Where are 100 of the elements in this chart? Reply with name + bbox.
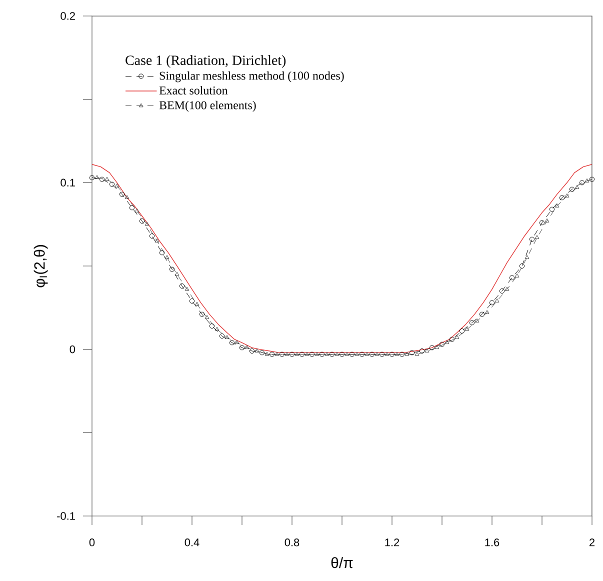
point: [94, 175, 100, 180]
point: [454, 335, 460, 340]
point: [274, 352, 280, 356]
point: [509, 275, 515, 280]
point: [514, 273, 520, 278]
point: [104, 176, 110, 181]
point: [474, 318, 480, 322]
point: [239, 345, 245, 350]
point: [229, 340, 235, 346]
x-tick-label: 0.8: [284, 538, 300, 546]
point: [344, 352, 350, 356]
point: [559, 195, 565, 200]
x-tick-label: 1.2: [385, 538, 400, 546]
point: [449, 336, 455, 342]
point: [384, 352, 390, 356]
point: [409, 350, 415, 356]
point: [184, 286, 190, 291]
point: [219, 333, 225, 339]
point: [444, 340, 450, 344]
point: [479, 312, 485, 317]
y-tick-label: 0.2: [60, 12, 75, 20]
point: [319, 352, 325, 357]
point: [209, 323, 215, 329]
point: [554, 203, 560, 208]
point: [504, 286, 510, 291]
point: [334, 352, 340, 356]
legend-label: Singular meshless method (100 nodes): [160, 71, 344, 82]
point: [284, 352, 290, 356]
point: [324, 352, 330, 356]
point: [369, 352, 375, 357]
legend-title: Case 1 (Radiation, Dirichlet): [126, 55, 286, 68]
point: [534, 235, 540, 240]
point: [114, 183, 120, 188]
point: [264, 352, 270, 356]
point: [194, 302, 200, 306]
point: [424, 348, 430, 352]
y-tick-label: 0.1: [60, 178, 75, 187]
point: [129, 205, 135, 210]
x-tick-label: 0: [89, 538, 95, 546]
point: [489, 300, 495, 306]
point: [169, 266, 175, 272]
point: [349, 352, 355, 357]
point: [579, 180, 585, 186]
point: [214, 326, 220, 331]
point: [564, 193, 570, 198]
point: [204, 315, 210, 320]
point: [159, 250, 165, 256]
point: [189, 298, 195, 304]
point: [484, 310, 490, 314]
legend-label: Exact solution: [159, 86, 228, 95]
point: [224, 335, 230, 340]
point: [244, 345, 250, 350]
point: [304, 352, 310, 356]
point: [419, 348, 425, 354]
point: [569, 186, 575, 192]
point: [179, 283, 185, 289]
point: [279, 352, 285, 357]
point: [469, 320, 475, 326]
point: [459, 328, 465, 334]
point: [314, 352, 320, 356]
point: [519, 263, 525, 269]
point: [499, 288, 505, 294]
point: [259, 350, 265, 356]
point: [249, 348, 255, 354]
point: [494, 298, 500, 302]
point: [144, 222, 150, 226]
legend-label: BEM(100 elements): [159, 100, 256, 112]
point: [199, 312, 205, 317]
y-tick-label: -0.1: [57, 512, 75, 520]
point: [434, 345, 440, 350]
point: [289, 352, 295, 357]
point: [379, 352, 385, 357]
point: [439, 342, 445, 347]
y-axis-title: φ$_{I}$(2,θ): [34, 245, 48, 288]
point: [299, 352, 305, 357]
point: [574, 185, 580, 190]
point: [539, 220, 545, 226]
point: [354, 352, 360, 356]
point: [584, 178, 590, 182]
point: [589, 176, 595, 182]
point: [119, 192, 125, 197]
x-tick-label: 0.4: [184, 538, 200, 546]
point: [269, 352, 275, 357]
point: [174, 272, 180, 276]
point: [429, 345, 435, 350]
point: [394, 352, 400, 356]
point: [399, 352, 405, 357]
point: [154, 238, 160, 242]
point: [414, 352, 420, 356]
point: [309, 352, 315, 357]
point: [234, 340, 240, 344]
point: [464, 326, 470, 331]
point: [544, 218, 550, 222]
point: [164, 255, 170, 260]
point: [89, 175, 95, 180]
point: [109, 182, 115, 187]
point: [254, 348, 260, 352]
point: [364, 352, 370, 356]
y-tick-label: 0: [70, 345, 76, 354]
point: [374, 352, 380, 356]
